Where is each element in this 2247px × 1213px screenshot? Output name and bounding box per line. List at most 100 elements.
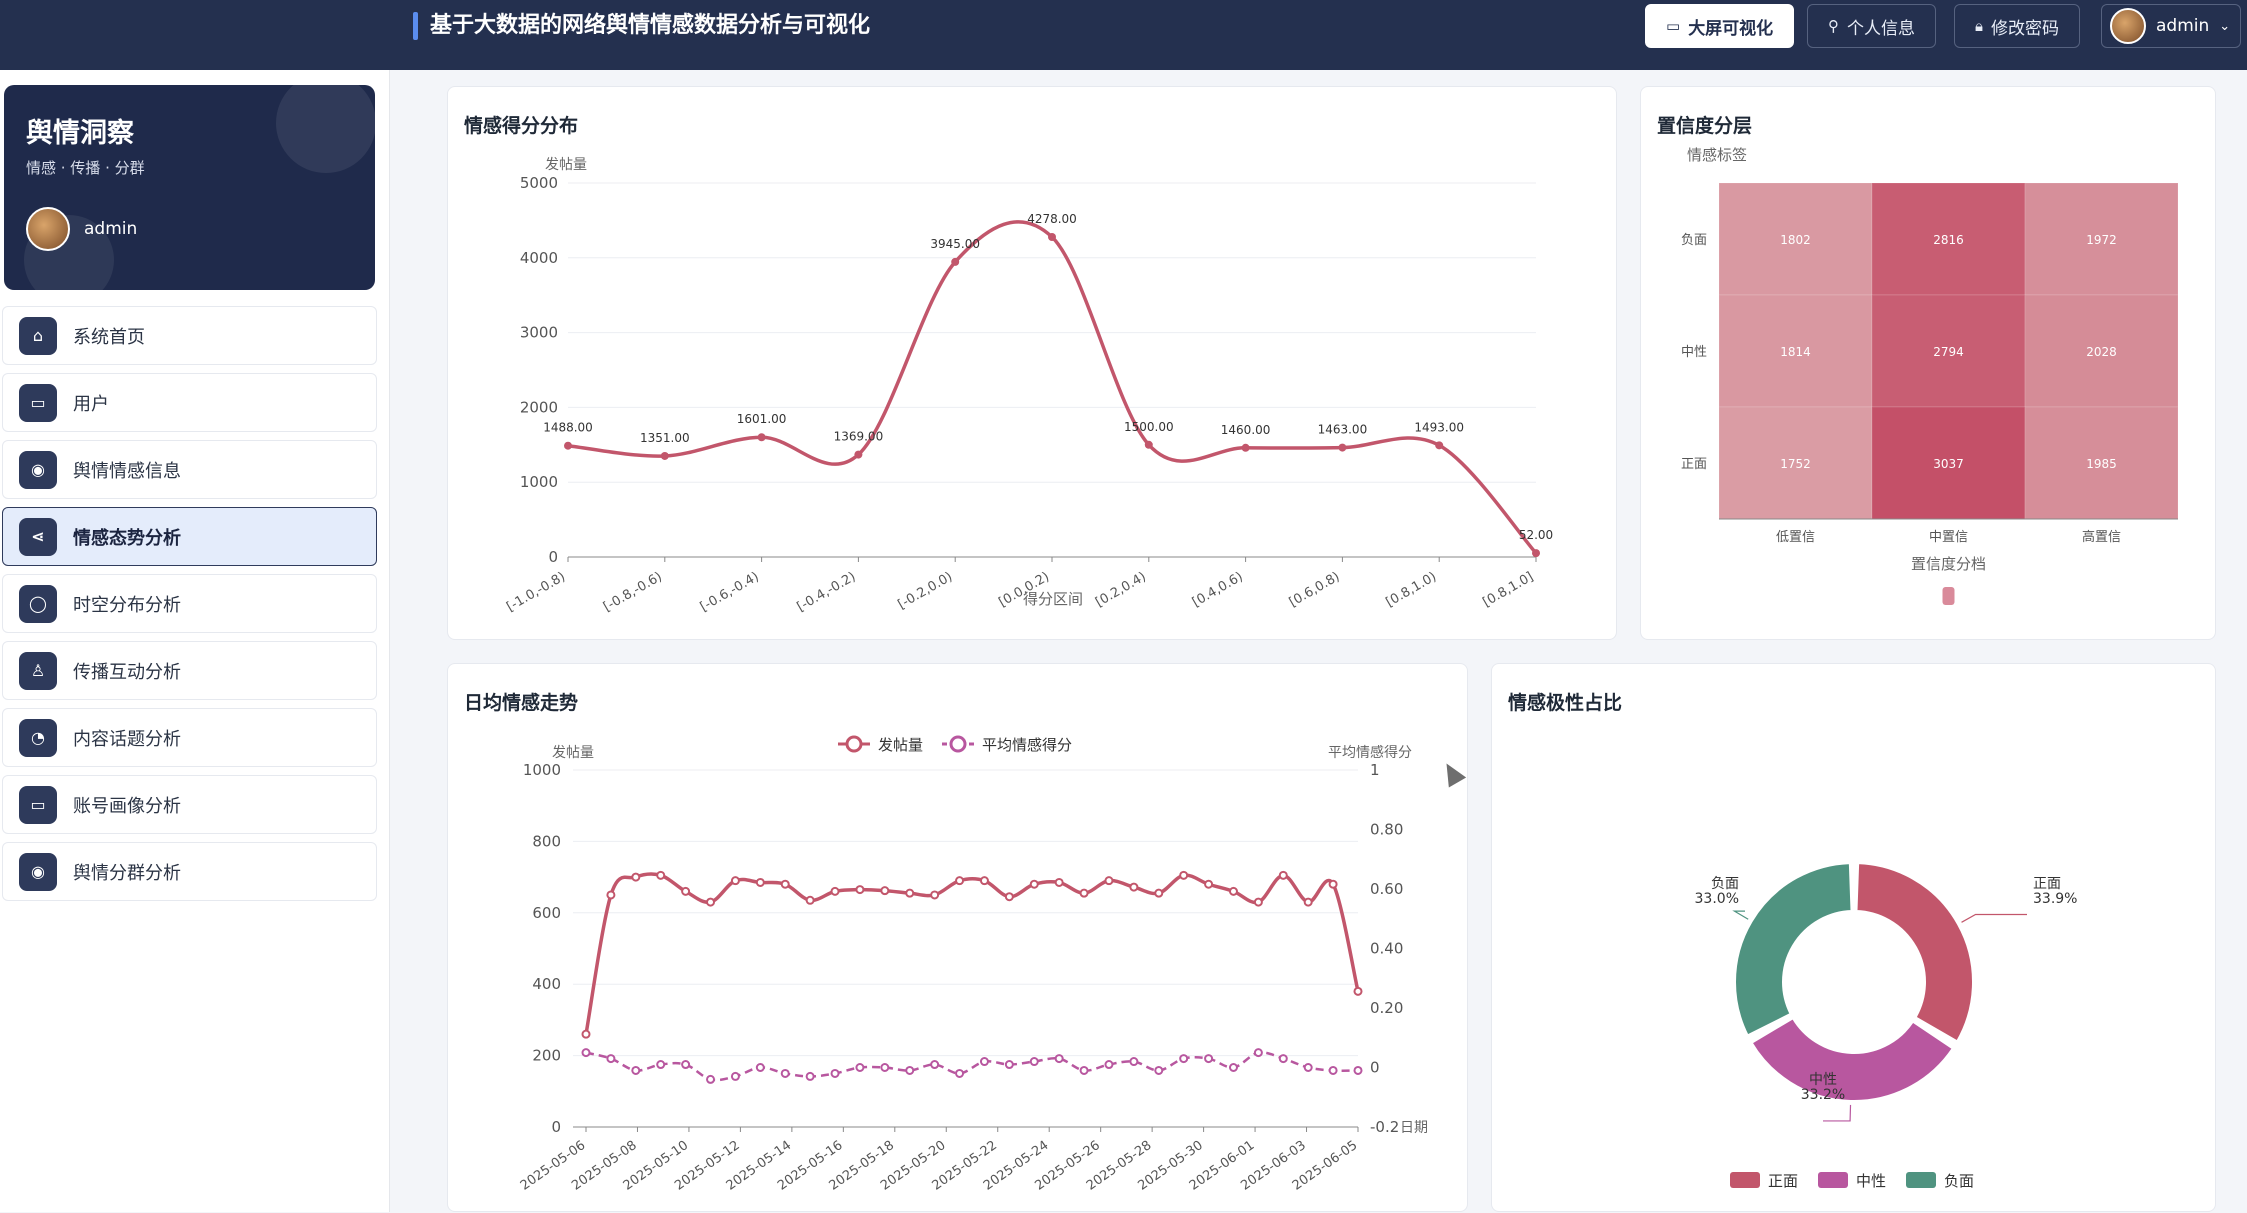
- sidebar-item-3[interactable]: ⋖ 情感态势分析: [2, 507, 377, 566]
- x-tick-label: [0.8,1.0): [1384, 569, 1440, 610]
- data-label: 1369.00: [834, 430, 884, 444]
- user-name: admin: [2156, 16, 2210, 36]
- label-leader: [1823, 1104, 1852, 1122]
- profile-button[interactable]: ⚲ 个人信息: [1807, 4, 1936, 48]
- sidebar-item-label: 情感态势分析: [73, 527, 181, 549]
- x-tick-label: 低置信: [1776, 530, 1815, 545]
- sidebar-item-label: 用户: [73, 393, 109, 415]
- sidebar-item-8[interactable]: ◉ 舆情分群分析: [2, 842, 377, 901]
- data-point: [755, 1063, 765, 1072]
- sidebar-item-6[interactable]: ◔ 内容话题分析: [2, 708, 377, 767]
- data-point: [660, 451, 669, 460]
- home-icon: ⌂: [19, 316, 57, 355]
- card-title: 置信度分层: [1657, 115, 1753, 137]
- card-title: 日均情感走势: [464, 692, 579, 714]
- sidebar-item-label: 系统首页: [73, 326, 145, 348]
- sidebar-item-label: 舆情情感信息: [73, 460, 181, 482]
- user-menu[interactable]: admin ⌄: [2101, 4, 2241, 48]
- y-tick-label: 600: [532, 904, 561, 922]
- sidebar-item-label: 传播互动分析: [73, 661, 181, 683]
- data-point: [930, 1060, 940, 1070]
- change-password-button[interactable]: 🔒︎ 修改密码: [1954, 4, 2080, 48]
- slice-name-label: 正面: [2033, 876, 2061, 892]
- data-point: [979, 1057, 989, 1067]
- y-tick-label: 5000: [520, 174, 558, 192]
- heatmap-cell: [1718, 294, 1873, 408]
- y-tick-label: 中性: [1681, 345, 1707, 360]
- data-point: [805, 895, 815, 905]
- sidebar-item-5[interactable]: ♙ 传播互动分析: [2, 641, 377, 700]
- x-tick-label: [-0.2,0.0): [895, 569, 955, 612]
- data-point: [1435, 441, 1444, 450]
- data-point: [905, 888, 915, 898]
- y-tick-label: 200: [532, 1047, 561, 1065]
- data-point: [757, 433, 766, 442]
- data-point: [681, 1060, 691, 1070]
- heatmap-cell: [1718, 406, 1873, 520]
- sidebar-item-0[interactable]: ⌂ 系统首页: [2, 306, 377, 365]
- data-point: [1004, 892, 1014, 902]
- y2-tick-label: -0.2: [1370, 1118, 1399, 1136]
- y2-tick-label: 0: [1370, 1059, 1380, 1077]
- x-axis-title: 日期: [1400, 1120, 1428, 1136]
- data-label: 1488.00: [543, 421, 593, 435]
- data-point: [854, 450, 863, 459]
- data-point: [1144, 440, 1153, 449]
- data-point: [1328, 1065, 1338, 1075]
- sidebar-item-4[interactable]: ◯ 时空分布分析: [2, 574, 377, 633]
- card-confidence-heatmap: 置信度分层 情感标签 1802 2816 1972 负面 1814 2794 2028 中性 17…: [1640, 86, 2216, 640]
- data-point: [706, 1074, 716, 1084]
- avatar: [2110, 8, 2146, 44]
- label-leader: [1732, 910, 1749, 920]
- data-point: [1104, 876, 1114, 886]
- y-axis-title: 发帖量: [552, 745, 594, 761]
- brand-user: admin: [26, 207, 137, 251]
- heatmap-cell: [2024, 294, 2179, 408]
- sidebar-item-1[interactable]: ▭ 用户: [2, 373, 377, 432]
- pie-slice: [1855, 862, 1974, 1043]
- y2-axis-title: 平均情感得分: [1328, 744, 1412, 761]
- x-tick-label: 中置信: [1929, 530, 1968, 545]
- data-point: [780, 879, 790, 889]
- cell-value: 2794: [1933, 345, 1964, 359]
- data-point: [581, 1029, 591, 1039]
- data-point: [1241, 443, 1250, 452]
- brand-name: 舆情洞察: [26, 118, 134, 149]
- heatmap-cell: [1718, 182, 1873, 296]
- y-tick-label: 0: [551, 1118, 561, 1136]
- data-point: [1054, 1054, 1064, 1064]
- top-bar: 基于大数据的网络舆情情感数据分析与可视化 ▭ 大屏可视化 ⚲ 个人信息 🔒︎ 修…: [0, 0, 2247, 70]
- y-tick-label: 4000: [520, 249, 558, 267]
- sidebar-item-7[interactable]: ▭ 账号画像分析: [2, 775, 377, 834]
- legend-marker: [949, 735, 967, 753]
- data-point: [930, 890, 940, 900]
- cell-value: 2816: [1933, 233, 1964, 247]
- change-password-label: 修改密码: [1990, 18, 2059, 39]
- big-screen-label: 大屏可视化: [1688, 18, 1774, 39]
- big-screen-button[interactable]: ▭ 大屏可视化: [1645, 4, 1795, 48]
- confidence-heatmap-chart: 情感标签 1802 2816 1972 负面 1814 2794 2028 中性 1752 3037…: [1681, 146, 2179, 605]
- legend-label: 负面: [1944, 1172, 1974, 1190]
- data-point: [855, 885, 865, 895]
- avatar: [26, 207, 70, 251]
- legend-swatch: [1818, 1172, 1848, 1188]
- data-point: [1253, 1048, 1263, 1058]
- lock-icon: 🔒︎: [1975, 17, 1983, 35]
- cell-value: 1802: [1780, 233, 1811, 247]
- sidebar-item-2[interactable]: ◉ 舆情情感信息: [2, 440, 377, 499]
- y-axis-title: 情感标签: [1687, 146, 1747, 164]
- data-point: [1228, 1063, 1238, 1072]
- data-point: [1303, 1063, 1313, 1072]
- data-point: [1004, 1060, 1014, 1070]
- brand-slogan: 情感 · 传播 · 分群: [26, 159, 145, 177]
- y-tick-label: 1000: [520, 473, 558, 491]
- sidebar-item-label: 内容话题分析: [73, 728, 181, 750]
- y-tick-label: 800: [532, 832, 561, 850]
- screen-icon: ▭: [1666, 17, 1681, 35]
- clock-icon: ◔: [19, 718, 57, 757]
- slice-percent-label: 33.0%: [1695, 891, 1739, 907]
- data-label: 1601.00: [737, 412, 787, 426]
- x-tick-label: [-0.4,-0.2): [795, 569, 859, 614]
- visual-map-swatch: [1942, 587, 1955, 605]
- data-point: [681, 886, 691, 896]
